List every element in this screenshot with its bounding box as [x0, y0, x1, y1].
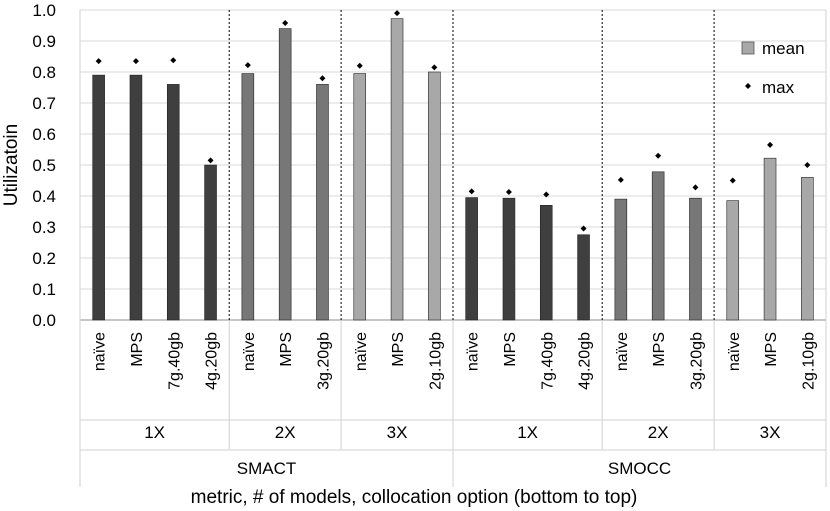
x-category-label: naïve — [465, 332, 482, 371]
max-marker — [394, 10, 401, 17]
bar — [204, 164, 217, 321]
metric-label: SMACT — [237, 459, 297, 478]
max-marker — [767, 141, 774, 148]
x-category-label: 3g.20gb — [315, 332, 332, 390]
y-tick-label: 0.6 — [32, 125, 56, 144]
max-marker — [431, 64, 438, 71]
bar — [316, 84, 329, 321]
max-marker — [207, 157, 214, 164]
x-category-label: 7g.40gb — [539, 332, 556, 390]
bar — [689, 197, 702, 321]
max-marker — [692, 184, 699, 191]
bar — [166, 84, 180, 321]
legend-max-marker — [745, 83, 751, 89]
y-tick-label: 0.4 — [32, 187, 56, 206]
x-category-label: 3g.20gb — [688, 332, 705, 390]
max-marker — [580, 225, 587, 232]
max-marker — [655, 152, 662, 159]
x-category-label: MPS — [278, 332, 295, 367]
y-axis-label: Utilizatoin — [1, 124, 22, 206]
x-category-label: MPS — [390, 332, 407, 367]
bar — [465, 197, 478, 321]
axis-layer — [79, 10, 827, 487]
x-category-label: 2g.10gb — [427, 332, 444, 390]
bar — [614, 198, 628, 321]
x-category-label: 2g.10gb — [800, 332, 817, 390]
max-marker — [282, 20, 289, 27]
x-category-label: MPS — [763, 332, 780, 367]
group-label: 3X — [387, 423, 408, 442]
max-marker — [356, 62, 363, 69]
y-tick-label: 1.0 — [32, 1, 56, 20]
metric-label: SMOCC — [608, 459, 671, 478]
x-axis-label: metric, # of models, collocation option … — [191, 487, 638, 508]
bar — [651, 171, 665, 321]
y-tick-label: 0.5 — [32, 156, 56, 175]
max-marker — [505, 188, 512, 195]
bar — [278, 28, 292, 321]
max-marker — [729, 177, 736, 184]
max-marker — [95, 58, 102, 65]
max-marker — [804, 162, 811, 168]
x-category-labels: naïve MPS 7g.40gb 4g.20gb 1X naïve MPS 3g.20gb 2… — [92, 332, 818, 478]
y-tick-label: 0.1 — [32, 280, 56, 299]
y-tick-label: 0.2 — [32, 249, 56, 268]
x-category-label: naïve — [726, 332, 743, 371]
bar — [92, 74, 105, 321]
y-tick-label: 0.3 — [32, 218, 56, 237]
y-tick-label: 0.7 — [32, 94, 56, 113]
x-category-label: naïve — [241, 332, 258, 371]
bar — [390, 18, 404, 321]
bar — [241, 73, 255, 321]
legend-max-label: max — [762, 78, 795, 97]
bar — [428, 71, 441, 321]
bar — [502, 197, 516, 321]
bar — [577, 234, 590, 321]
max-marker — [617, 176, 624, 183]
max-marker — [170, 57, 177, 64]
bar — [763, 157, 777, 321]
grid-layer — [80, 9, 826, 321]
legend-mean-label: mean — [762, 39, 805, 58]
group-label: 1X — [517, 423, 538, 442]
x-category-label: MPS — [651, 332, 668, 367]
y-tick-label: 0.0 — [32, 311, 56, 330]
max-marker — [468, 188, 475, 195]
group-label: 2X — [648, 423, 669, 442]
y-tick-label: 0.8 — [32, 63, 56, 82]
group-label: 2X — [275, 423, 296, 442]
group-label: 1X — [144, 423, 165, 442]
y-tick-labels: 0.0 0.1 0.2 0.3 0.4 0.5 0.6 0.7 0.8 0.9 1.0 — [32, 1, 56, 330]
x-category-label: 4g.20gb — [204, 332, 221, 390]
x-category-label: naïve — [614, 332, 631, 371]
max-marker-layer — [95, 10, 811, 232]
max-marker — [543, 191, 550, 198]
y-tick-label: 0.9 — [32, 32, 56, 51]
group-label: 3X — [760, 423, 781, 442]
bar — [726, 200, 740, 321]
x-category-label: MPS — [502, 332, 519, 367]
x-category-label: naïve — [92, 332, 109, 371]
x-category-label: 7g.40gb — [166, 332, 183, 390]
bar — [353, 73, 367, 321]
bar — [539, 205, 553, 321]
max-marker — [319, 75, 326, 82]
legend-mean-swatch — [741, 41, 755, 55]
x-category-label: 4g.20gb — [577, 332, 594, 390]
max-marker — [244, 62, 251, 69]
x-category-label: naïve — [353, 332, 370, 371]
x-category-label: MPS — [129, 332, 146, 367]
max-marker — [132, 58, 139, 65]
bar — [801, 177, 814, 321]
legend: mean max — [741, 39, 805, 97]
bar-layer — [92, 18, 814, 321]
bar — [129, 74, 143, 321]
